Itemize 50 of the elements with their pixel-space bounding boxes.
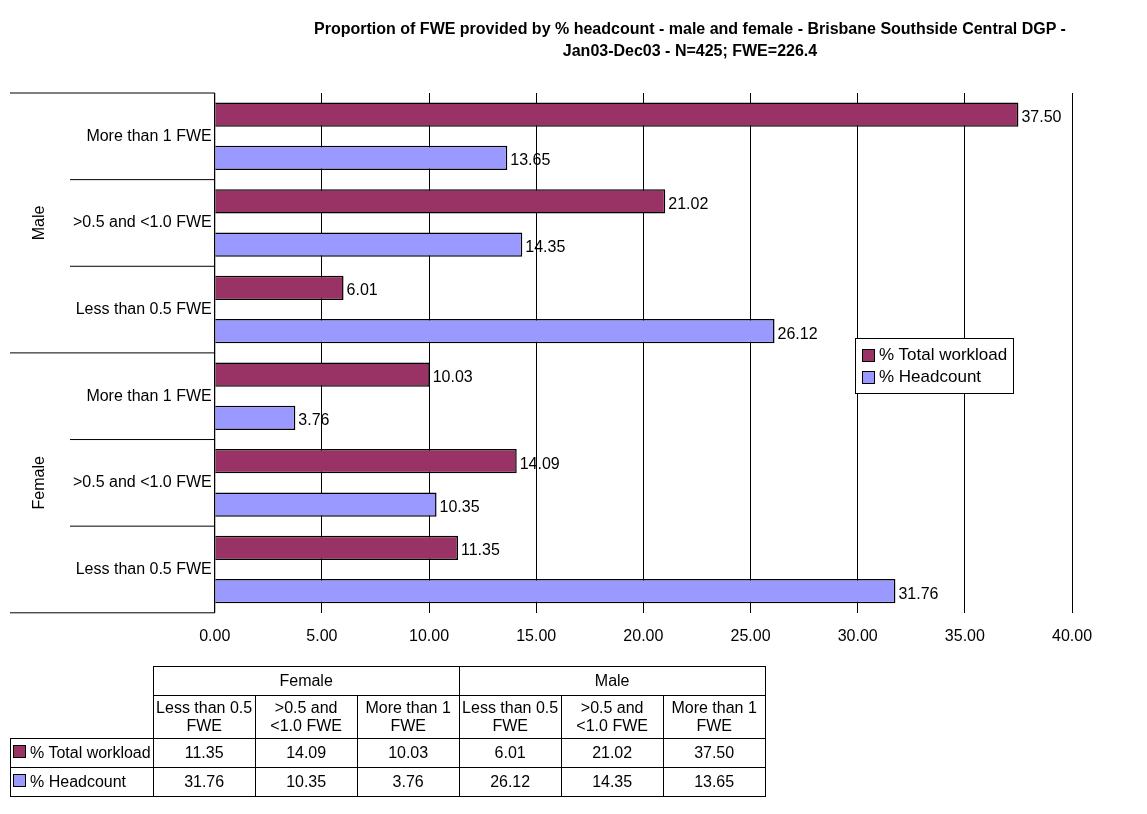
y-tick-label: More than 1 FWE bbox=[86, 126, 212, 144]
data-label: 26.12 bbox=[777, 324, 818, 342]
y-tick-label: Less than 0.5 FWE bbox=[75, 559, 212, 577]
text: 11.35 bbox=[184, 744, 224, 761]
text: 21.02 bbox=[592, 744, 633, 761]
category-label: Less than 0.5 FWE bbox=[462, 699, 559, 734]
legend-label: % Headcount bbox=[878, 367, 983, 387]
text: Male bbox=[30, 205, 48, 241]
text: 3.76 bbox=[392, 773, 424, 790]
x-tick-label: 35.00 bbox=[944, 626, 985, 644]
y-tick-label: More than 1 FWE bbox=[86, 386, 212, 404]
text: 14.35 bbox=[592, 773, 633, 790]
data-label: 37.50 bbox=[1021, 108, 1062, 126]
y-tick-label: Less than 0.5 FWE bbox=[75, 299, 212, 317]
text: 6.01 bbox=[494, 744, 526, 761]
text: Female bbox=[30, 456, 48, 510]
legend-label: % Total workload bbox=[878, 345, 1008, 365]
text: 26.12 bbox=[490, 773, 531, 790]
text: 14.09 bbox=[286, 744, 327, 761]
category-label: More than 1 FWE bbox=[365, 699, 451, 734]
text: Female bbox=[153, 666, 460, 696]
x-tick-label: 0.00 bbox=[199, 626, 231, 644]
data-label: 31.76 bbox=[898, 584, 939, 602]
text: Male bbox=[459, 666, 766, 696]
text: 10.35 bbox=[286, 773, 327, 790]
x-tick-label: 5.00 bbox=[306, 626, 338, 644]
x-tick-label: 25.00 bbox=[730, 626, 771, 644]
text: 37.50 bbox=[694, 744, 735, 761]
x-tick-label: 15.00 bbox=[516, 626, 557, 644]
y-tick-label: >0.5 and <1.0 FWE bbox=[73, 213, 212, 231]
x-tick-label: 40.00 bbox=[1051, 626, 1093, 644]
text: 31.76 bbox=[184, 773, 225, 790]
text: 13.65 bbox=[694, 773, 735, 790]
x-tick-label: 20.00 bbox=[623, 626, 664, 644]
data-label: 10.35 bbox=[439, 497, 480, 515]
data-label: 10.03 bbox=[432, 367, 473, 385]
data-label: 21.02 bbox=[668, 194, 709, 212]
chart-title: Proportion of FWE provided by % headcount - male and female - Brisbane Southside Central DGP - Jan03-Dec03 - N=425; FWE=226.4 bbox=[313, 19, 1067, 61]
data-label: 6.01 bbox=[346, 281, 378, 299]
data-label: 11.35 bbox=[460, 541, 500, 559]
x-tick-label: 30.00 bbox=[837, 626, 878, 644]
y-tick-label: >0.5 and <1.0 FWE bbox=[73, 473, 212, 491]
text: % Total workload bbox=[30, 744, 151, 761]
category-label: >0.5 and <1.0 FWE bbox=[576, 699, 648, 734]
category-label: >0.5 and <1.0 FWE bbox=[270, 699, 342, 734]
category-label: Less than 0.5 FWE bbox=[156, 699, 253, 734]
category-label: More than 1 FWE bbox=[671, 699, 757, 734]
text: 10.03 bbox=[388, 744, 429, 761]
x-tick-label: 10.00 bbox=[409, 626, 450, 644]
text: % Headcount bbox=[30, 773, 127, 790]
